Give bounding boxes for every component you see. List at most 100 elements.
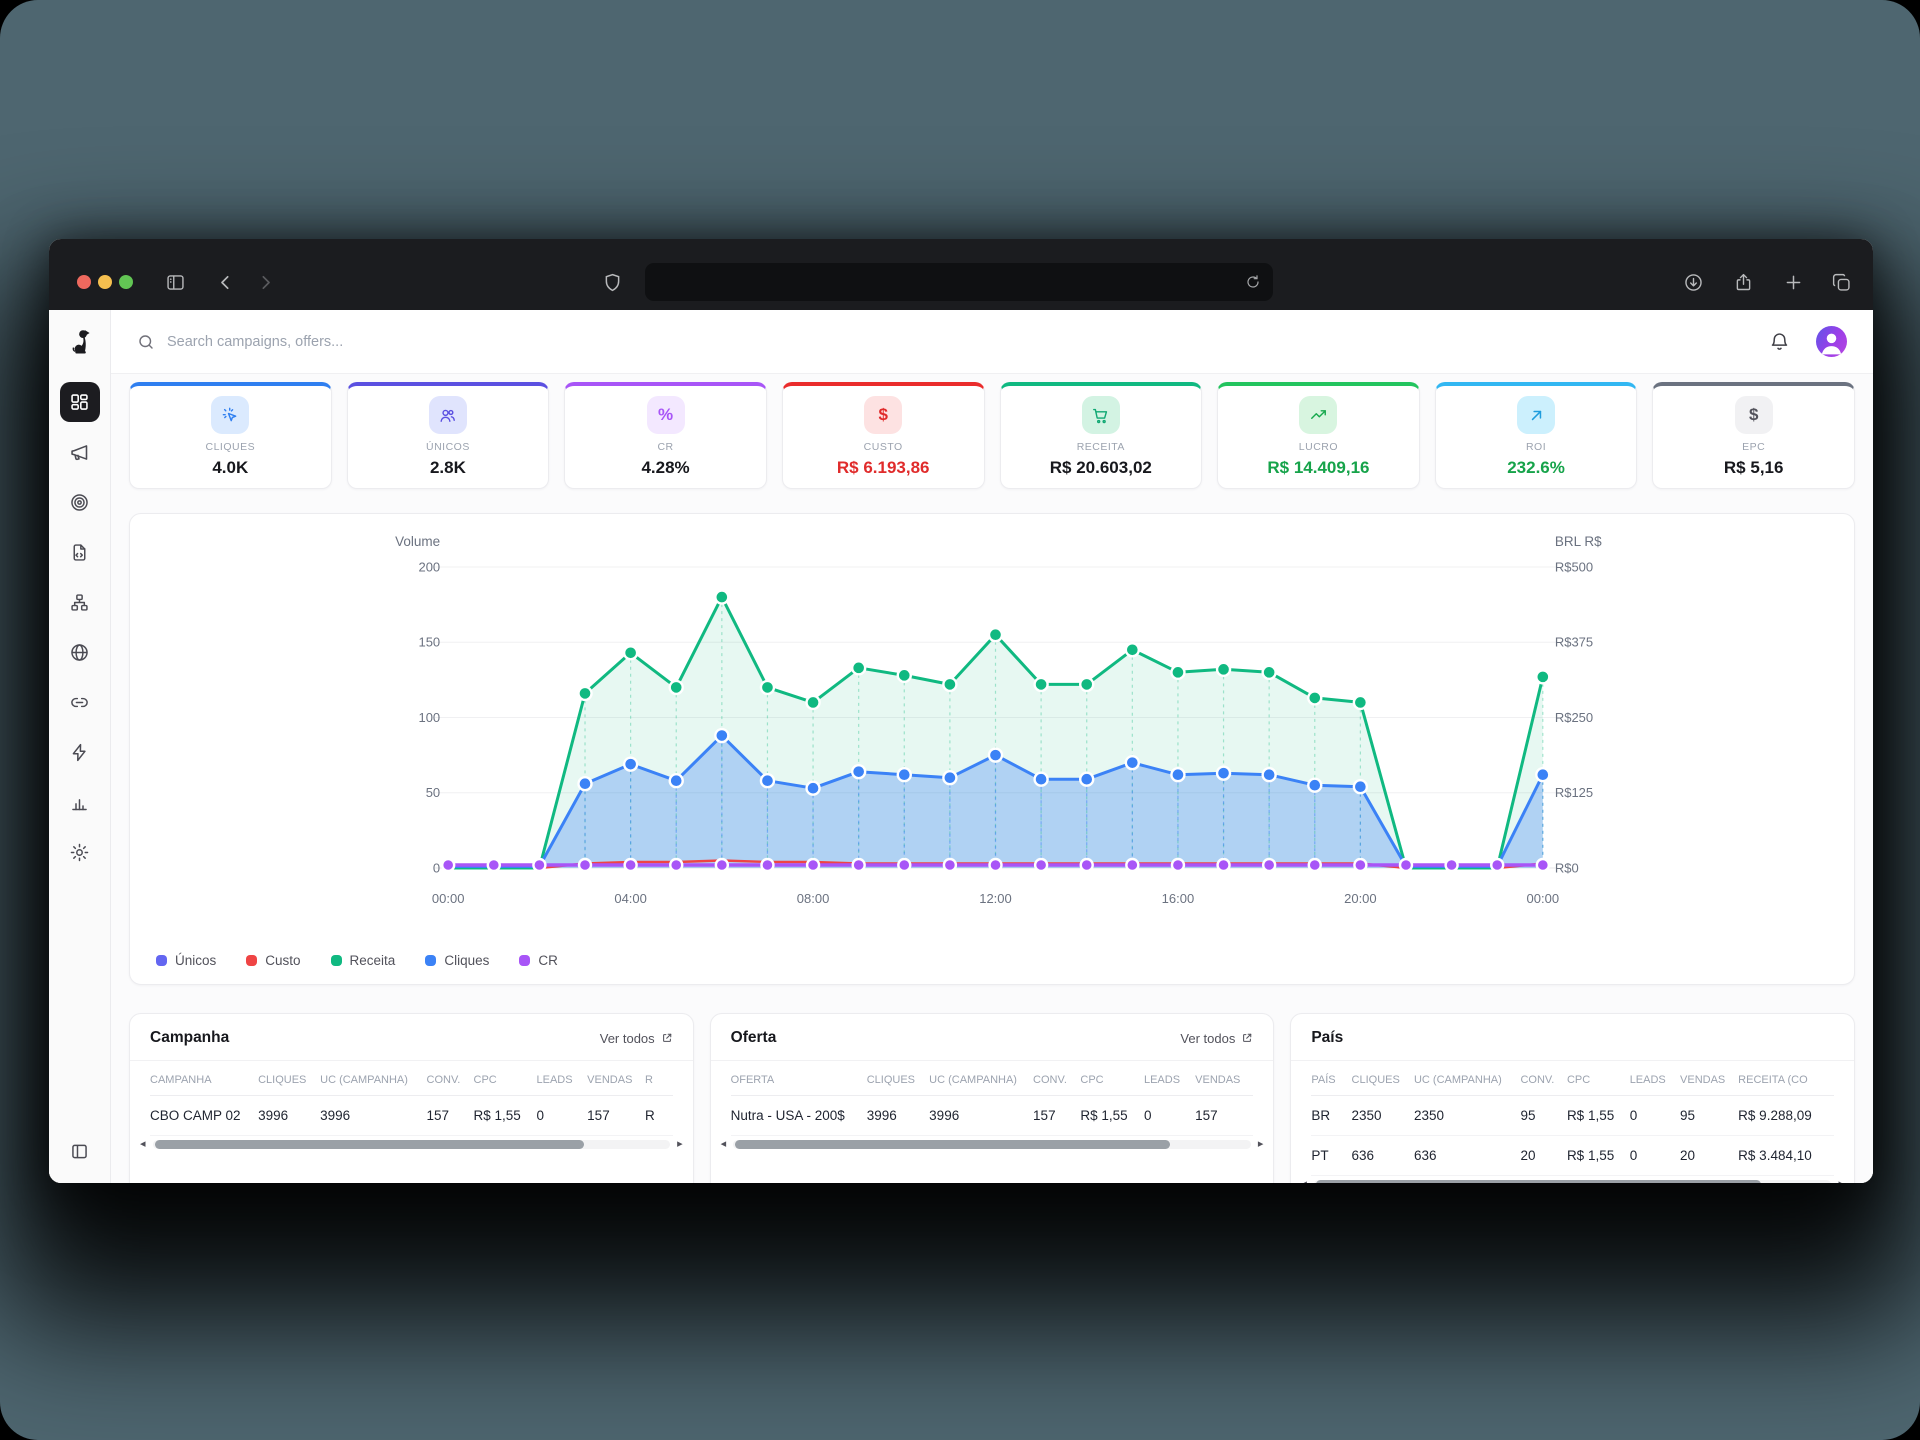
external-link-icon <box>662 1033 671 1042</box>
legend-item-receita[interactable]: Receita <box>330 953 395 968</box>
table-cell: R$ 9.288,09 <box>1738 1095 1835 1136</box>
column-header: LEADS <box>536 1061 588 1096</box>
table-scroll-area[interactable]: CAMPANHA CLIQUES UC (CAMPANHA) CONV. CPC LEAD… <box>130 1061 693 1136</box>
kpi-value: 4.0K <box>212 458 249 477</box>
scrollbar-thumb[interactable] <box>154 1140 585 1149</box>
view-all-label: Ver todos <box>1180 1030 1236 1046</box>
column-header: CONV. <box>1033 1061 1081 1096</box>
sidebar-item-campaigns[interactable] <box>60 432 100 472</box>
view-all-link[interactable]: Ver todos <box>1180 1031 1253 1046</box>
close-window-button[interactable] <box>77 275 91 289</box>
column-header: VENDAS <box>587 1061 646 1096</box>
shield-icon[interactable] <box>594 264 630 300</box>
new-tab-icon[interactable] <box>1775 264 1811 300</box>
svg-text:200: 200 <box>418 560 440 575</box>
downloads-icon[interactable] <box>1675 264 1711 300</box>
address-bar[interactable] <box>645 263 1273 301</box>
user-avatar[interactable] <box>1816 326 1847 357</box>
legend-item-únicos[interactable]: Únicos <box>156 953 216 968</box>
minimize-window-button[interactable] <box>98 275 112 289</box>
forward-icon[interactable] <box>247 264 283 300</box>
horizontal-scrollbar[interactable]: ◂ ▸ <box>1291 1176 1854 1183</box>
browser-sidebar-toggle-icon[interactable] <box>157 264 193 300</box>
column-header: OFERTA <box>730 1061 867 1096</box>
collapse-sidebar-icon[interactable] <box>60 1131 100 1171</box>
kpi-card-epc[interactable]: $ EPC R$ 5,16 <box>1652 382 1855 489</box>
legend-label: Custo <box>265 953 301 968</box>
table-title: País <box>1311 1029 1344 1046</box>
dollar-icon: $ <box>1734 396 1773 434</box>
users-icon <box>428 396 467 434</box>
dollar-icon: $ <box>864 396 903 434</box>
scrollbar-track[interactable] <box>733 1140 1251 1149</box>
kpi-card-cliques[interactable]: CLIQUES 4.0K <box>129 382 332 489</box>
table-row[interactable]: CBO CAMP 02 3996 3996 157 R$ 1,55 0 157 R <box>150 1095 673 1136</box>
table-row[interactable]: Nutra - USA - 200$ 3996 3996 157 R$ 1,55 0 157 <box>730 1095 1254 1136</box>
table-row[interactable]: BR 2350 2350 95 R$ 1,55 0 95 R$ 9.288,09 <box>1311 1095 1835 1136</box>
scrollbar-track[interactable] <box>152 1140 671 1149</box>
kpi-card-únicos[interactable]: ÚNICOS 2.8K <box>346 382 550 489</box>
scrollbar-track[interactable] <box>1313 1180 1832 1183</box>
column-header: CONV. <box>426 1061 474 1096</box>
scroll-left-icon[interactable]: ◂ <box>720 1138 727 1150</box>
arrow-up-right-icon <box>1517 396 1556 434</box>
sidebar-item-targets[interactable] <box>60 482 100 522</box>
legend-dot <box>246 955 258 966</box>
performance-chart[interactable]: 0 R$0 50 R$125 100 R$250 150 R$375 200 R$500 Volum… <box>130 520 1854 920</box>
sidebar-item-reports[interactable] <box>60 782 100 822</box>
back-icon[interactable] <box>207 264 243 300</box>
legend-item-custo[interactable]: Custo <box>246 953 301 968</box>
notifications-bell-icon[interactable] <box>1769 331 1790 352</box>
table-cell: R$ 1,55 <box>1566 1135 1630 1176</box>
column-header: CLIQUES <box>258 1061 321 1096</box>
kpi-label: RECEITA <box>1076 441 1125 453</box>
kpi-card-receita[interactable]: RECEITA R$ 20.603,02 <box>999 382 1203 489</box>
sidebar-item-domains[interactable] <box>60 632 100 672</box>
scroll-left-icon[interactable]: ◂ <box>1301 1179 1307 1184</box>
kpi-label: CUSTO <box>863 441 903 453</box>
kpi-row: CLIQUES 4.0K ÚNICOS 2.8K % CR 4.28% $ CU… <box>129 382 1855 489</box>
tab-overview-icon[interactable] <box>1823 264 1859 300</box>
kpi-card-custo[interactable]: $ CUSTO R$ 6.193,86 <box>781 382 985 489</box>
table-cell: 3996 <box>320 1095 427 1136</box>
horizontal-scrollbar[interactable]: ◂ ▸ <box>711 1136 1274 1155</box>
table-scroll-area[interactable]: OFERTA CLIQUES UC (CAMPANHA) CONV. CPC LEADS V… <box>711 1061 1274 1136</box>
scroll-right-icon[interactable]: ▸ <box>677 1138 683 1150</box>
horizontal-scrollbar[interactable]: ◂ ▸ <box>130 1136 693 1155</box>
column-header: LEADS <box>1629 1061 1681 1096</box>
table-cell: 157 <box>587 1095 646 1136</box>
sidebar-item-settings[interactable] <box>60 832 100 872</box>
scrollbar-thumb[interactable] <box>735 1140 1170 1149</box>
sidebar-item-automation[interactable] <box>60 732 100 772</box>
legend-item-cliques[interactable]: Cliques <box>425 953 489 968</box>
scroll-right-icon[interactable]: ▸ <box>1838 1179 1844 1184</box>
table-cell: 2350 <box>1413 1095 1521 1136</box>
kpi-value: 2.8K <box>429 458 466 477</box>
sidebar-item-scripts[interactable] <box>60 532 100 572</box>
performance-chart-card: 0 R$0 50 R$125 100 R$250 150 R$375 200 R$500 Volum… <box>129 513 1855 985</box>
scrollbar-thumb[interactable] <box>1315 1180 1762 1183</box>
scroll-left-icon[interactable]: ◂ <box>140 1138 146 1150</box>
view-all-link[interactable]: Ver todos <box>600 1031 673 1046</box>
search-input[interactable]: Search campaigns, offers... <box>167 333 344 350</box>
sidebar-item-links[interactable] <box>60 682 100 722</box>
reload-icon[interactable] <box>1241 270 1265 294</box>
svg-text:0: 0 <box>433 861 440 876</box>
dog-logo[interactable] <box>49 310 110 374</box>
kpi-card-lucro[interactable]: LUCRO R$ 14.409,16 <box>1217 382 1420 489</box>
table-cell: 3996 <box>866 1095 930 1136</box>
sidebar-item-flows[interactable] <box>60 582 100 622</box>
scroll-right-icon[interactable]: ▸ <box>1257 1138 1264 1150</box>
sidebar-item-dashboard[interactable] <box>59 382 100 422</box>
svg-text:Volume: Volume <box>395 534 440 549</box>
column-header: CLIQUES <box>1351 1061 1414 1096</box>
kpi-card-roi[interactable]: ROI 232.6% <box>1434 382 1638 489</box>
table-scroll-area[interactable]: PAÍS CLIQUES UC (CAMPANHA) CONV. CPC LEADS VEN… <box>1291 1061 1854 1176</box>
share-icon[interactable] <box>1725 264 1761 300</box>
svg-text:BRL R$: BRL R$ <box>1555 534 1602 549</box>
kpi-card-cr[interactable]: % CR 4.28% <box>564 382 767 489</box>
maximize-window-button[interactable] <box>119 275 133 289</box>
table-cell: 95 <box>1680 1095 1739 1136</box>
legend-item-cr[interactable]: CR <box>519 953 558 968</box>
table-row[interactable]: PT 636 636 20 R$ 1,55 0 20 R$ 3.484,10 <box>1311 1135 1835 1176</box>
